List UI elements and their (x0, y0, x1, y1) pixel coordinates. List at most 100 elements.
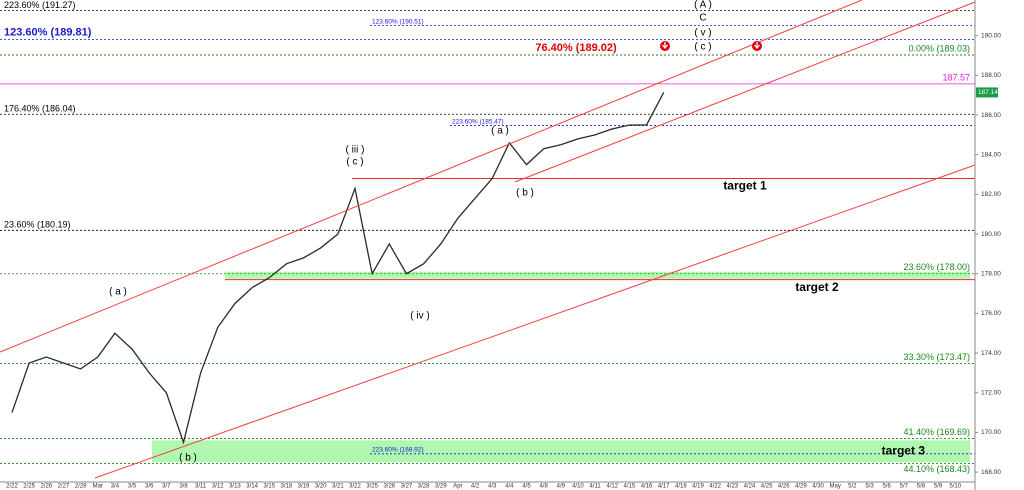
level-label: 0.00% (189.03) (908, 43, 970, 53)
wave-label: ( b ) (516, 188, 534, 199)
x-tick-label: 3/12 (212, 484, 224, 490)
target-label: target 3 (882, 443, 926, 457)
x-tick-label: 3/7 (162, 484, 171, 490)
x-tick-label: 4/2 (471, 484, 480, 490)
target-label: target 1 (723, 179, 767, 193)
alert-icon (660, 41, 670, 51)
target-label: target 2 (795, 280, 839, 294)
wave-label: ( A ) (694, 0, 712, 11)
level-label: 223.60% (185.47) (452, 118, 504, 125)
channel-line (514, 1, 976, 183)
x-tick-label: 3/29 (435, 484, 447, 490)
x-tick-label: 4/3 (488, 484, 497, 490)
level-label: 23.60% (178.00) (903, 262, 970, 272)
level-label: 187.57 (942, 72, 970, 82)
x-tick-label: 5/6 (882, 484, 891, 490)
y-tick-label: 174.00 (981, 350, 1001, 357)
x-tick-label: 3/5 (128, 484, 137, 490)
price-tag (976, 87, 998, 98)
x-tick-label: 4/23 (726, 484, 738, 490)
target-zone (152, 440, 970, 463)
x-tick-label: 3/6 (145, 484, 154, 490)
x-tick-label: 5/3 (865, 484, 874, 490)
y-tick-label: 170.00 (981, 429, 1001, 436)
x-tick-label: 3/26 (383, 484, 395, 490)
x-tick-label: 2/28 (75, 484, 87, 490)
level-label: 123.60% (189.81) (4, 26, 92, 38)
y-tick-label: 190.00 (981, 32, 1001, 39)
x-tick-label: 4/12 (606, 484, 618, 490)
channel-line (0, 0, 863, 353)
x-tick-label: 2/27 (58, 484, 70, 490)
x-tick-label: 3/14 (246, 484, 258, 490)
x-tick-label: 2/22 (6, 484, 18, 490)
x-tick-label: 4/10 (572, 484, 584, 490)
y-tick-label: 168.00 (981, 469, 1001, 476)
alert-icon (752, 41, 762, 51)
x-tick-label: 5/8 (917, 484, 926, 490)
x-tick-label: 4/26 (778, 484, 790, 490)
x-tick-label: 4/4 (505, 484, 514, 490)
x-tick-label: 3/22 (349, 484, 361, 490)
wave-label: ( c ) (694, 42, 711, 53)
y-tick-label: 188.00 (981, 72, 1001, 79)
level-label: 76.40% (189.02) (535, 42, 617, 54)
x-tick-label: 5/9 (934, 484, 943, 490)
level-label: 41.40% (169.69) (903, 427, 970, 437)
x-tick-label: 4/25 (761, 484, 773, 490)
y-tick-label: 176.00 (981, 310, 1001, 317)
x-tick-label: 3/13 (229, 484, 241, 490)
wave-label: ( a ) (109, 287, 127, 298)
level-label: 44.10% (168.43) (903, 464, 970, 474)
x-tick-label: 4/11 (589, 484, 601, 490)
wave-label: C (699, 13, 706, 24)
wave-label: ( c ) (346, 157, 363, 168)
level-label: 33.30% (173.47) (903, 352, 970, 362)
level-label: 223.60% (191.27) (4, 0, 76, 10)
level-label: 223.60% (168.92) (372, 447, 424, 454)
x-tick-label: 3/19 (298, 484, 310, 490)
y-tick-label: 182.00 (981, 191, 1001, 198)
x-tick-label: 5/10 (949, 484, 961, 490)
x-tick-label: Mar (93, 484, 103, 490)
y-tick-label: 186.00 (981, 112, 1001, 119)
wave-label: ( iv ) (410, 311, 429, 322)
x-tick-label: 5/7 (900, 484, 909, 490)
wave-label: ( iii ) (346, 145, 365, 156)
x-tick-label: 2/26 (40, 484, 52, 490)
x-tick-label: 4/17 (658, 484, 670, 490)
x-tick-label: 3/18 (281, 484, 293, 490)
level-label: 123.60% (190.51) (372, 18, 424, 25)
level-label: 23.60% (180.19) (4, 220, 71, 230)
x-tick-label: 4/18 (675, 484, 687, 490)
x-tick-label: 3/15 (263, 484, 275, 490)
channel-line (94, 164, 976, 479)
wave-label: ( v ) (694, 28, 711, 39)
x-tick-label: 4/9 (557, 484, 566, 490)
x-tick-label: 3/25 (366, 484, 378, 490)
x-tick-label: 4/15 (624, 484, 636, 490)
target-zone (225, 271, 970, 279)
price-line (11, 92, 665, 445)
x-tick-label: 4/19 (692, 484, 704, 490)
x-tick-label: 5/2 (848, 484, 857, 490)
wave-label: ( b ) (179, 453, 197, 464)
x-tick-label: 4/22 (709, 484, 721, 490)
x-tick-label: 4/5 (522, 484, 531, 490)
price-tag-label: 187.14 (978, 89, 998, 96)
x-tick-label: 3/21 (332, 484, 344, 490)
level-label: 176.40% (186.04) (4, 104, 76, 114)
x-tick-label: 4/8 (539, 484, 548, 490)
y-tick-label: 180.00 (981, 231, 1001, 238)
x-tick-label: 4/16 (641, 484, 653, 490)
x-tick-label: 4/30 (812, 484, 824, 490)
y-tick-label: 184.00 (981, 151, 1001, 158)
x-tick-label: 3/11 (195, 484, 207, 490)
x-tick-label: 4/24 (744, 484, 756, 490)
x-tick-label: Apr (453, 484, 462, 490)
x-tick-label: May (830, 484, 841, 490)
x-tick-label: 3/8 (179, 484, 188, 490)
